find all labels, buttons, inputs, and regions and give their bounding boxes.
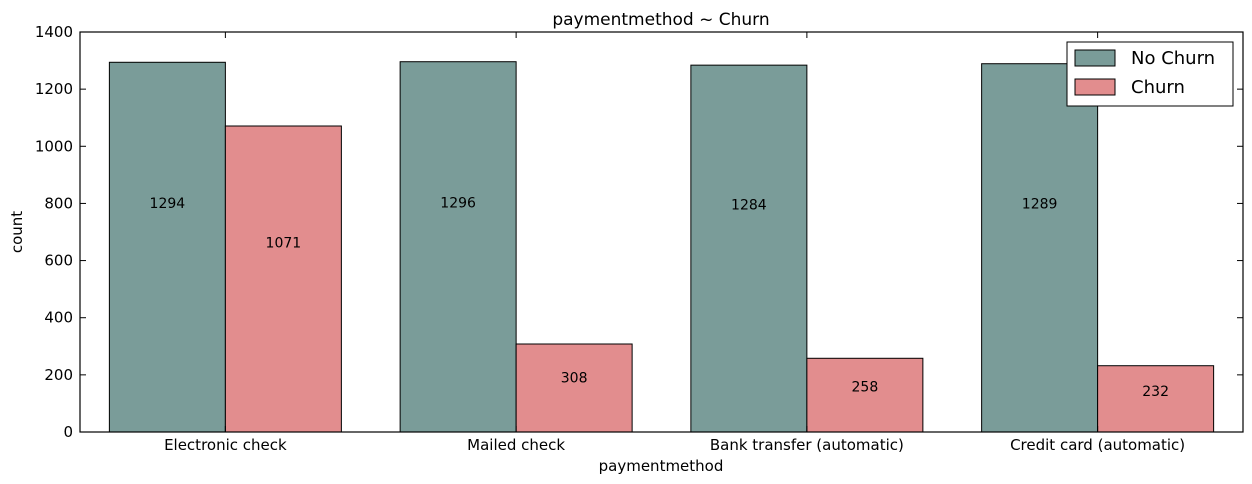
data-label-no-churn-credit-card-automatic: 1289 <box>1022 197 1058 213</box>
x-axis-ticks: Electronic check Mailed check Bank transfe… <box>164 32 1185 454</box>
y-tick-label: 400 <box>44 309 73 327</box>
x-tick-label-bank-transfer-automatic: Bank transfer (automatic) <box>710 436 904 454</box>
y-tick-label: 600 <box>44 252 73 270</box>
bar-no-churn-bank-transfer-automatic <box>690 64 808 433</box>
plot-frame <box>79 31 1244 433</box>
y-axis-ticks: 0 200 400 600 800 1000 1200 1400 <box>35 23 1243 441</box>
data-label-churn-electronic-check: 1071 <box>266 235 302 251</box>
bar-churn-electronic-check <box>224 125 342 433</box>
bar-churn-credit-card-automatic <box>1097 365 1215 433</box>
data-label-no-churn-electronic-check: 1294 <box>150 196 186 212</box>
x-tick-label-mailed-check: Mailed check <box>467 436 565 454</box>
legend-label-churn: Churn <box>1131 77 1185 98</box>
data-label-no-churn-mailed-check: 1296 <box>440 195 476 211</box>
x-tick-label-credit-card-automatic: Credit card (automatic) <box>1010 436 1185 454</box>
data-labels-layer: 1294 1071 1296 308 1284 258 1289 232 <box>150 195 1169 399</box>
data-label-churn-credit-card-automatic: 232 <box>1142 384 1169 400</box>
bar-churn-bank-transfer-automatic <box>806 357 924 433</box>
y-tick-label: 800 <box>44 194 73 212</box>
x-tick-label-electronic-check: Electronic check <box>164 436 287 454</box>
y-tick-label: 0 <box>63 423 73 441</box>
x-axis-label: paymentmethod <box>599 457 724 475</box>
y-tick-label: 1400 <box>35 23 73 41</box>
data-label-churn-mailed-check: 308 <box>561 370 588 386</box>
y-axis-label: count <box>8 211 26 253</box>
y-tick-label: 1200 <box>35 80 73 98</box>
chart-title: paymentmethod ~ Churn <box>552 10 769 30</box>
bar-churn-mailed-check <box>515 343 633 433</box>
data-label-churn-bank-transfer-automatic: 258 <box>852 379 879 395</box>
bar-no-churn-credit-card-automatic <box>981 63 1099 433</box>
bars-layer <box>108 61 1215 433</box>
legend-swatch-no-churn <box>1074 49 1116 67</box>
data-label-no-churn-bank-transfer-automatic: 1284 <box>731 198 767 214</box>
bar-no-churn-electronic-check <box>108 61 226 433</box>
legend: No Churn Churn <box>1066 41 1234 107</box>
legend-swatch-churn <box>1074 78 1116 96</box>
y-tick-label: 200 <box>44 366 73 384</box>
bar-no-churn-mailed-check <box>399 61 517 433</box>
legend-label-no-churn: No Churn <box>1131 48 1215 69</box>
y-tick-label: 1000 <box>35 137 73 155</box>
